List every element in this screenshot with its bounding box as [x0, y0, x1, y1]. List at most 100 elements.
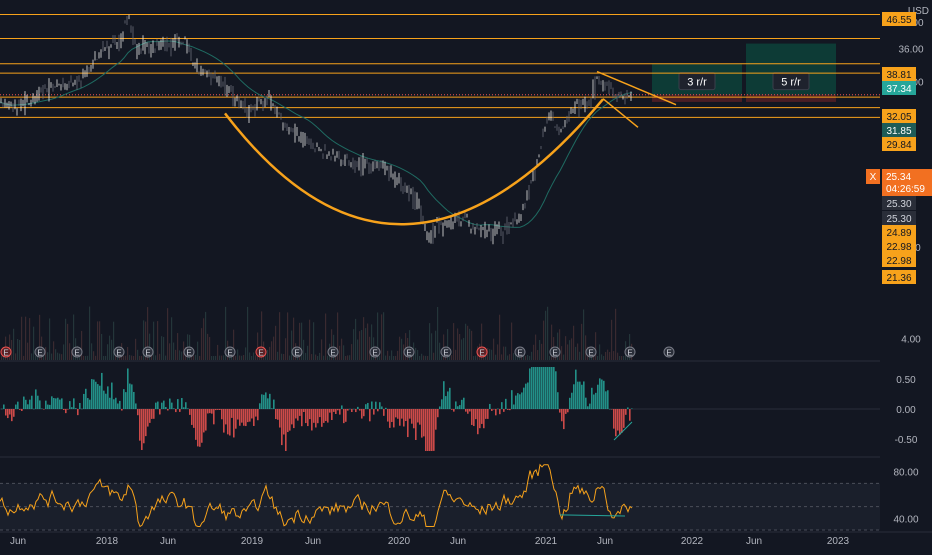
- earnings-marker[interactable]: [142, 346, 154, 358]
- earnings-marker[interactable]: [369, 346, 381, 358]
- volume-bar: [367, 323, 369, 360]
- oscillator-bar: [473, 409, 475, 427]
- oscillator-bar: [203, 409, 205, 433]
- oscillator-bar: [225, 409, 227, 425]
- oscillator-bar: [269, 393, 271, 409]
- wedge-upper-line[interactable]: [596, 70, 677, 106]
- price-badge[interactable]: [882, 211, 916, 225]
- price-badge[interactable]: [882, 253, 916, 267]
- volume-bar: [301, 322, 303, 360]
- oscillator-bar: [549, 367, 551, 409]
- oscillator-bar: [275, 409, 277, 420]
- volume-bar: [431, 333, 433, 360]
- price-badge-label: 29.84: [886, 140, 911, 151]
- oscillator-bar: [579, 381, 581, 409]
- oscillator-bar: [357, 406, 359, 409]
- volume-bar: [207, 333, 209, 360]
- oscillator-bar: [359, 409, 361, 411]
- wedge-lower-line[interactable]: [602, 98, 639, 128]
- close-position-button[interactable]: [866, 169, 880, 184]
- earnings-marker-label: E: [258, 349, 263, 358]
- earnings-marker[interactable]: [71, 346, 83, 358]
- drawings[interactable]: [224, 70, 677, 226]
- loss-zone[interactable]: [746, 94, 836, 102]
- oscillator-bar: [237, 409, 239, 420]
- last-price-badge[interactable]: [882, 169, 932, 196]
- loss-zone[interactable]: [652, 94, 742, 102]
- volume-bar: [583, 309, 585, 360]
- oscillator-bar: [105, 393, 107, 409]
- price-badge[interactable]: [882, 270, 916, 284]
- oscillator-bar: [607, 390, 609, 409]
- earnings-marker[interactable]: [327, 346, 339, 358]
- moving-average: [0, 40, 633, 228]
- time-axis[interactable]: Jun 2018 Jun 2019 Jun 2020 Jun 2021 Jun 2022 Jun 20…: [0, 531, 932, 547]
- oscillator-bar: [447, 391, 449, 409]
- volume-bar: [571, 338, 573, 360]
- earnings-marker[interactable]: [113, 346, 125, 358]
- oscillator-bar: [127, 368, 129, 409]
- price-badge[interactable]: [882, 137, 916, 151]
- volume-bar: [567, 344, 569, 360]
- earnings-marker[interactable]: [255, 346, 267, 358]
- earnings-marker[interactable]: [440, 346, 452, 358]
- price-badge[interactable]: [882, 109, 916, 123]
- oscillator-bar: [419, 409, 421, 425]
- oscillator-bar: [265, 392, 267, 409]
- price-axis[interactable]: USD44.0036.0028.008.004.0046.5538.8137.3…: [866, 0, 932, 550]
- oscillator-bar: [67, 409, 69, 410]
- oscillator-bar: [495, 409, 497, 416]
- earnings-marker[interactable]: [34, 346, 46, 358]
- earnings-marker[interactable]: [624, 346, 636, 358]
- earnings-marker[interactable]: [403, 346, 415, 358]
- volume-bar: [457, 328, 459, 360]
- volume-bar: [17, 338, 19, 360]
- earnings-marker[interactable]: [0, 346, 12, 358]
- position-zones[interactable]: 3 r/r 5 r/r: [652, 43, 836, 102]
- price-badge[interactable]: [882, 67, 916, 81]
- oscillator-bar: [281, 409, 283, 446]
- oscillator-bar: [401, 409, 403, 419]
- oscillator-bar: [49, 404, 51, 409]
- earnings-marker[interactable]: [663, 346, 675, 358]
- earnings-marker[interactable]: [514, 346, 526, 358]
- volume-bar: [205, 311, 207, 360]
- oscillator-bar: [157, 401, 159, 409]
- volume-bar: [193, 355, 195, 360]
- volume-bar: [363, 317, 365, 360]
- oscillator-bar: [13, 409, 15, 417]
- price-badge[interactable]: [882, 196, 916, 210]
- price-badge[interactable]: [882, 123, 916, 137]
- price-badge[interactable]: [882, 239, 916, 253]
- earnings-marker[interactable]: [224, 346, 236, 358]
- oscillator-bar: [461, 399, 463, 409]
- earnings-marker[interactable]: [476, 346, 488, 358]
- volume-bar: [487, 348, 489, 360]
- earnings-marker[interactable]: [585, 346, 597, 358]
- volume-bar: [99, 321, 101, 360]
- time-axis-label: 2022: [681, 536, 704, 547]
- price-badge[interactable]: [882, 225, 916, 239]
- horizontal-levels[interactable]: [0, 13, 880, 118]
- earnings-marker[interactable]: [549, 346, 561, 358]
- oscillator-bar: [189, 409, 191, 415]
- volume-bar: [49, 318, 51, 360]
- close-position-label: X: [870, 172, 877, 183]
- oscillator-bar: [577, 381, 579, 409]
- oscillator-bar: [351, 409, 353, 413]
- oscillator-bar: [291, 409, 293, 425]
- volume-bar: [513, 353, 515, 360]
- volume-bar: [115, 353, 117, 360]
- earnings-marker[interactable]: [183, 346, 195, 358]
- volume-bar: [133, 355, 135, 360]
- oscillator-pane: [0, 360, 932, 451]
- earnings-marker[interactable]: [291, 346, 303, 358]
- price-badge[interactable]: [882, 12, 916, 26]
- volume-bar: [111, 339, 113, 360]
- volume-bar: [261, 311, 263, 360]
- price-badge[interactable]: [882, 81, 916, 95]
- cup-curve[interactable]: [224, 98, 604, 226]
- volume-bar: [195, 354, 197, 360]
